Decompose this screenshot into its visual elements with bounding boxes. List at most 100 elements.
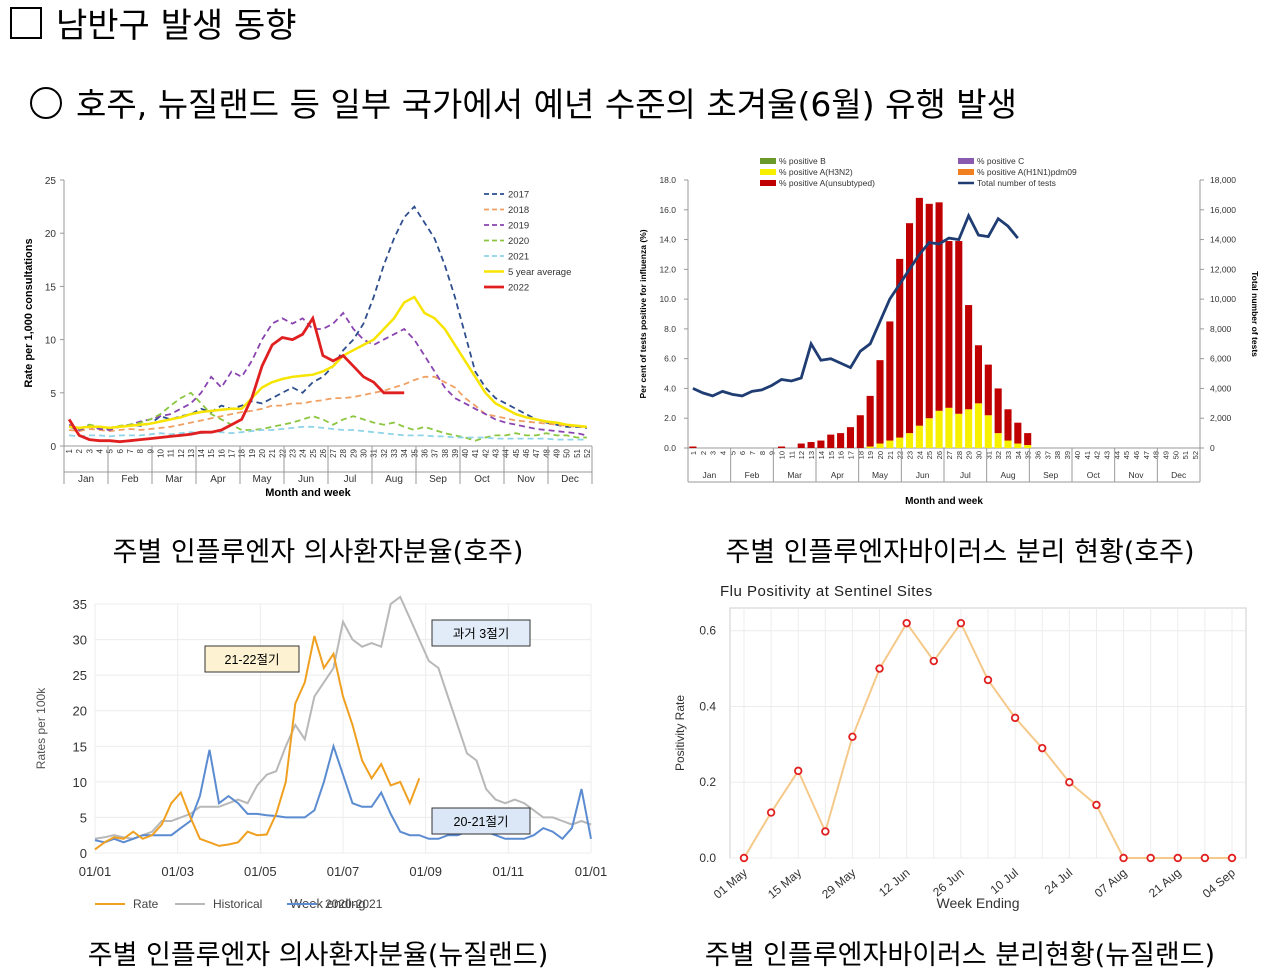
- y-tick-label: 35: [73, 597, 87, 612]
- chart-title: Flu Positivity at Sentinel Sites: [720, 583, 933, 600]
- x-month-label: Feb: [121, 474, 139, 485]
- annotation-box: [431, 619, 531, 647]
- x-week-label: 24: [915, 451, 924, 459]
- x-week-label: 12: [797, 451, 806, 459]
- y-tick-label: 0.6: [699, 624, 716, 638]
- series-line-2022: [67, 314, 405, 444]
- x-week-label: 8: [758, 451, 767, 455]
- x-week-label: 31: [984, 451, 993, 459]
- x-week-label: 11: [167, 448, 176, 457]
- x-week-label: 48: [542, 448, 551, 457]
- bar-unsubtyped: [876, 360, 884, 444]
- x-week-label: 4: [96, 448, 105, 453]
- bar-h3n2: [915, 425, 923, 448]
- x-month-label: Sep: [1043, 470, 1058, 480]
- x-week-label: 43: [1102, 451, 1111, 459]
- x-week-label: 24: [299, 448, 308, 457]
- bar-unsubtyped: [797, 443, 805, 448]
- x-month-label: Oct: [474, 474, 490, 485]
- y-tick-label: 15: [45, 282, 57, 293]
- x-week-label: 46: [522, 448, 531, 457]
- legend-label: 2022: [508, 283, 529, 294]
- section-subheading-text: 호주, 뉴질랜드 등 일부 국가에서 예년 수준의 초겨울(6월) 유행 발생: [76, 85, 1018, 124]
- data-point: [1146, 853, 1155, 863]
- x-tick-label: 10 Jul: [988, 866, 1022, 897]
- x-week-label: 7: [748, 451, 757, 455]
- bar-unsubtyped: [935, 202, 943, 411]
- y-tick-label: 30: [73, 633, 87, 648]
- y-tick-label: 5: [50, 389, 56, 400]
- y2-tick-label: 18,000: [1210, 175, 1236, 185]
- x-week-label: 48: [1152, 451, 1161, 459]
- x-week-label: 34: [1014, 451, 1023, 459]
- caption-newzealand-virus: 주별 인플루엔자바이러스 분리현황(뉴질랜드): [704, 940, 1216, 971]
- x-week-label: 37: [431, 448, 440, 457]
- y-axis-title: Per cent of tests positive for influenza…: [638, 229, 648, 398]
- x-week-label: 10: [778, 451, 787, 459]
- legend-label: Historical: [213, 897, 262, 911]
- x-week-label: 26: [319, 448, 328, 457]
- series-line-2019: [68, 311, 588, 437]
- data-point: [875, 664, 884, 673]
- data-point: [1200, 853, 1210, 863]
- section-heading: 남반구 발생 동향: [10, 4, 297, 48]
- bar-unsubtyped: [1014, 422, 1022, 444]
- bar-h3n2: [866, 446, 874, 448]
- x-week-label: 9: [146, 448, 155, 453]
- data-point: [1010, 713, 1020, 723]
- legend-label: Total number of tests: [977, 178, 1056, 188]
- x-week-label: 3: [85, 448, 94, 453]
- x-week-label: 44: [502, 448, 511, 457]
- bar-unsubtyped: [1004, 409, 1012, 441]
- y-tick-label: 20: [73, 704, 87, 719]
- data-point: [848, 732, 857, 741]
- x-week-label: 46: [1132, 451, 1141, 459]
- x-week-label: 1: [65, 448, 74, 453]
- x-week-label: 38: [1053, 451, 1062, 459]
- x-tick-label: 01/03: [161, 864, 194, 879]
- bar-unsubtyped: [886, 321, 894, 441]
- data-point: [902, 618, 911, 628]
- y2-tick-label: 4,000: [1210, 383, 1232, 393]
- x-week-label: 49: [552, 448, 561, 457]
- y2-tick-label: 0: [1210, 443, 1215, 453]
- x-week-label: 19: [248, 448, 257, 457]
- y-tick-label: 0: [80, 846, 87, 861]
- x-tick-label: 01/05: [244, 864, 277, 879]
- data-point: [821, 827, 830, 836]
- y-tick-label: 6.0: [664, 354, 676, 364]
- x-month-label: Dec: [561, 474, 579, 485]
- x-tick-label: 01 May: [711, 866, 750, 902]
- x-week-label: 18: [856, 451, 865, 459]
- x-week-label: 23: [288, 448, 297, 457]
- y2-tick-label: 10,000: [1210, 294, 1236, 304]
- chart-newzealand-sentinel-positivity: Flu Positivity at Sentinel Sites 0.0 0.2 0.…: [673, 583, 1247, 911]
- x-month-label: Jun: [298, 474, 314, 485]
- x-week-label: 4: [718, 451, 727, 455]
- chart-newzealand-ili-rate: 0 5 10 15 20 25 30 35 01/01 01/03 01/05 01/07 01/09 0…: [34, 595, 607, 911]
- y-axis-title: Rate per 1,000 consultations: [23, 238, 35, 387]
- checkbox-square-icon: [10, 7, 42, 39]
- bar-unsubtyped: [915, 197, 923, 426]
- bar-unsubtyped: [866, 395, 874, 447]
- x-week-label: 33: [390, 448, 399, 457]
- bar-unsubtyped: [817, 440, 825, 448]
- x-week-label: 1: [689, 451, 698, 455]
- x-week-label: 50: [1171, 451, 1180, 459]
- x-week-label: 40: [1073, 451, 1082, 459]
- x-week-label: 45: [1122, 451, 1131, 459]
- x-week-label: 32: [380, 448, 389, 457]
- x-week-label: 29: [965, 451, 974, 459]
- annotation-box: [204, 645, 300, 673]
- x-week-label: 41: [471, 448, 480, 457]
- x-week-label: 8: [136, 448, 145, 453]
- bar-unsubtyped: [807, 442, 815, 448]
- bar-h3n2: [984, 415, 992, 448]
- x-week-label: 19: [866, 451, 875, 459]
- legend-label: % positive C: [977, 156, 1024, 166]
- y-tick-label: 12.0: [659, 264, 676, 274]
- x-week-label: 10: [156, 448, 165, 457]
- x-week-label: 39: [1063, 451, 1072, 459]
- bar-unsubtyped: [689, 446, 697, 448]
- bar-h3n2: [935, 410, 943, 448]
